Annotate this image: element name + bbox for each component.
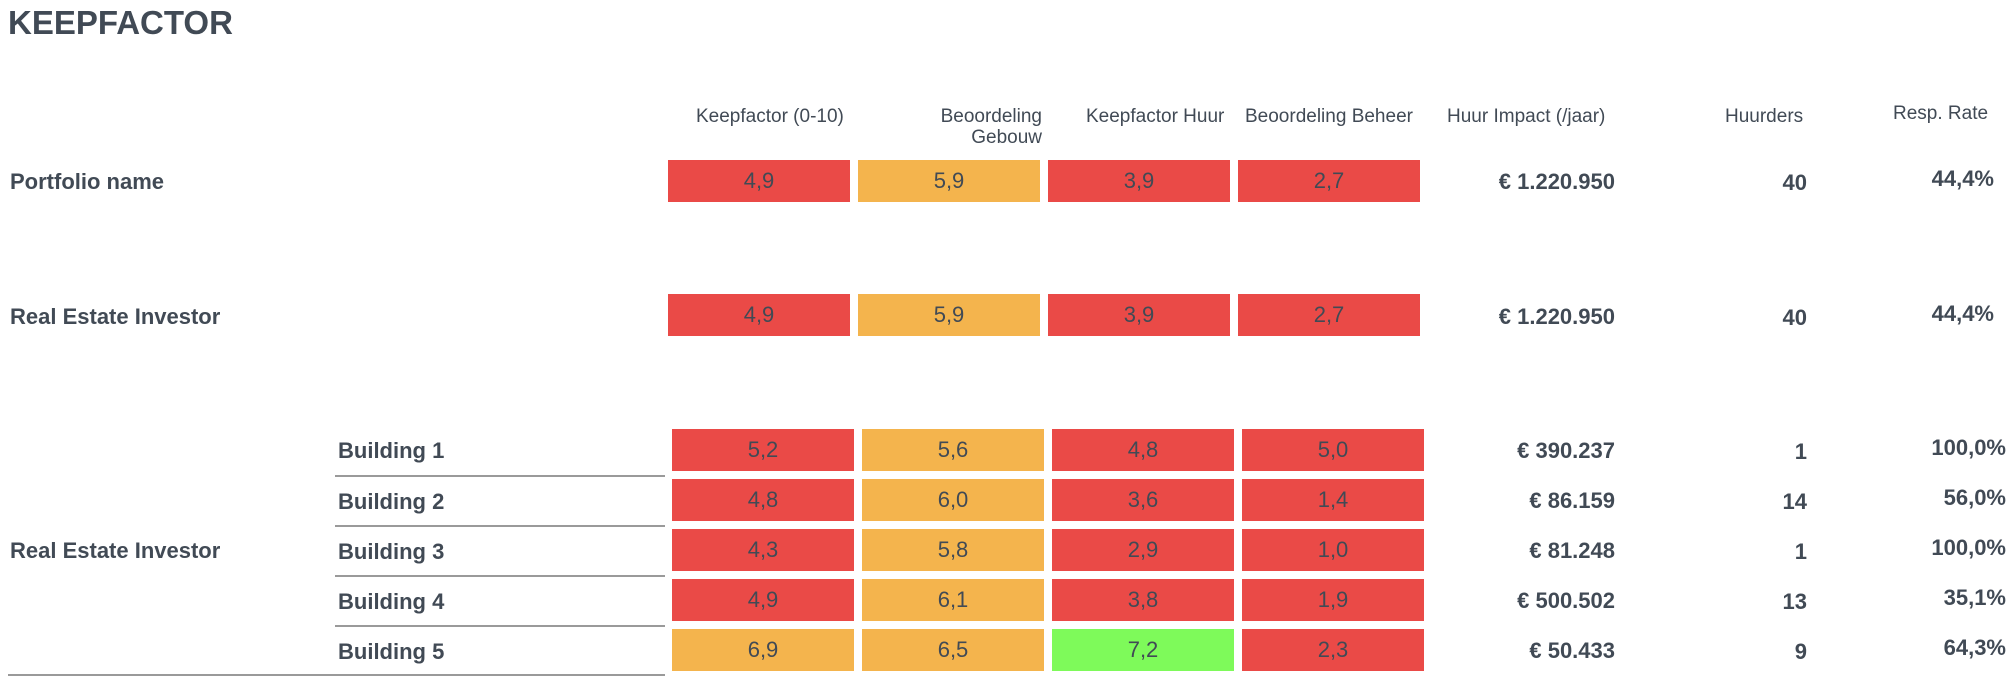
- investor-label: Real Estate Investor: [10, 304, 221, 329]
- portfolio-huur-impact: € 1.220.950: [1498, 169, 1615, 194]
- building-resp-rate: 64,3%: [1943, 635, 2006, 660]
- portfolio-beoordeling-gebouw-cell: 5,9: [858, 160, 1040, 202]
- building-huurders: 1: [1794, 539, 1807, 564]
- building-beoordeling-beheer-cell: 1,9: [1242, 579, 1424, 621]
- building-beoordeling-gebouw-cell: 6,1: [862, 579, 1044, 621]
- building-resp-rate: 100,0%: [1931, 435, 2006, 460]
- building-huur-impact: € 390.237: [1517, 438, 1615, 463]
- building-huur-impact: € 86.159: [1529, 488, 1615, 513]
- header-keepfactor: Keepfactor (0-10): [696, 106, 844, 127]
- building-name: Building 1: [338, 438, 445, 463]
- portfolio-resp-rate: 44,4%: [1931, 166, 1994, 191]
- header-beoordeling-beheer: Beoordeling Beheer: [1245, 106, 1413, 127]
- building-keepfactor-cell: 4,3: [672, 529, 854, 571]
- group-label: Real Estate Investor: [10, 538, 221, 563]
- building-keepfactor-huur-cell: 3,6: [1052, 479, 1234, 521]
- row-divider: [335, 575, 665, 577]
- building-keepfactor-huur-cell: 2,9: [1052, 529, 1234, 571]
- building-beoordeling-beheer-cell: 5,0: [1242, 429, 1424, 471]
- row-divider: [335, 525, 665, 527]
- investor-huur-impact: € 1.220.950: [1498, 304, 1615, 329]
- group-divider: [8, 674, 665, 676]
- portfolio-label: Portfolio name: [10, 169, 165, 194]
- building-keepfactor-huur-cell: 3,8: [1052, 579, 1234, 621]
- building-resp-rate: 56,0%: [1943, 485, 2006, 510]
- header-resp-rate: Resp. Rate: [1893, 103, 1989, 124]
- header-huurders: Huurders: [1725, 106, 1804, 127]
- building-huur-impact: € 50.433: [1529, 638, 1615, 663]
- building-keepfactor-cell: 4,9: [672, 579, 854, 621]
- building-beoordeling-gebouw-cell: 5,8: [862, 529, 1044, 571]
- building-name: Building 5: [338, 639, 445, 664]
- building-resp-rate: 35,1%: [1943, 585, 2006, 610]
- building-name: Building 4: [338, 589, 445, 614]
- portfolio-keepfactor-huur-cell: 3,9: [1048, 160, 1230, 202]
- header-huur-impact: Huur Impact (/jaar): [1447, 106, 1606, 127]
- header-beoordeling-gebouw-line1: Beoordeling: [940, 106, 1042, 127]
- building-huurders: 14: [1782, 489, 1807, 514]
- row-divider: [335, 625, 665, 627]
- building-huurders: 9: [1794, 639, 1807, 664]
- header-beoordeling-gebouw-line2: Gebouw: [971, 127, 1042, 148]
- building-resp-rate: 100,0%: [1931, 535, 2006, 560]
- building-beoordeling-beheer-cell: 2,3: [1242, 629, 1424, 671]
- building-name: Building 3: [338, 539, 445, 564]
- header-keepfactor-huur: Keepfactor Huur: [1086, 106, 1225, 127]
- building-huurders: 1: [1794, 439, 1807, 464]
- building-keepfactor-cell: 5,2: [672, 429, 854, 471]
- building-beoordeling-beheer-cell: 1,4: [1242, 479, 1424, 521]
- portfolio-keepfactor-cell: 4,9: [668, 160, 850, 202]
- portfolio-huurders: 40: [1782, 170, 1807, 195]
- investor-resp-rate: 44,4%: [1931, 301, 1994, 326]
- building-huurders: 13: [1782, 589, 1807, 614]
- building-beoordeling-gebouw-cell: 5,6: [862, 429, 1044, 471]
- building-beoordeling-gebouw-cell: 6,5: [862, 629, 1044, 671]
- portfolio-beoordeling-beheer-cell: 2,7: [1238, 160, 1420, 202]
- header-beoordeling-gebouw: Beoordeling Gebouw: [900, 106, 1042, 148]
- investor-keepfactor-cell: 4,9: [668, 294, 850, 336]
- building-beoordeling-gebouw-cell: 6,0: [862, 479, 1044, 521]
- building-huur-impact: € 500.502: [1517, 588, 1615, 613]
- building-beoordeling-beheer-cell: 1,0: [1242, 529, 1424, 571]
- investor-keepfactor-huur-cell: 3,9: [1048, 294, 1230, 336]
- building-keepfactor-huur-cell: 7,2: [1052, 629, 1234, 671]
- building-keepfactor-huur-cell: 4,8: [1052, 429, 1234, 471]
- building-keepfactor-cell: 6,9: [672, 629, 854, 671]
- row-divider: [335, 475, 665, 477]
- building-name: Building 2: [338, 489, 445, 514]
- page-title: KEEPFACTOR: [8, 4, 233, 41]
- investor-beoordeling-beheer-cell: 2,7: [1238, 294, 1420, 336]
- investor-beoordeling-gebouw-cell: 5,9: [858, 294, 1040, 336]
- building-huur-impact: € 81.248: [1529, 538, 1615, 563]
- investor-huurders: 40: [1782, 305, 1807, 330]
- building-keepfactor-cell: 4,8: [672, 479, 854, 521]
